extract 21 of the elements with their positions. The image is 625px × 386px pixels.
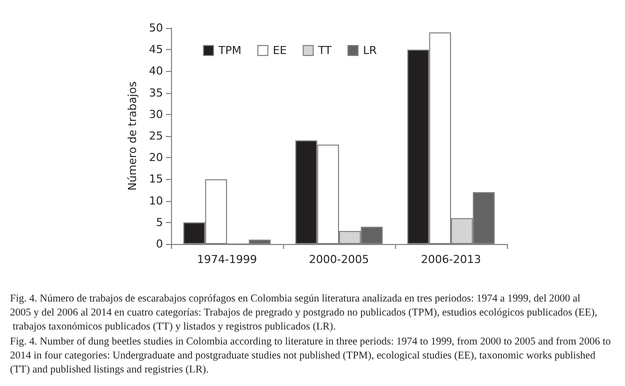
y-tick-label: 10 [149, 194, 163, 208]
y-tick-label: 50 [149, 22, 163, 34]
y-tick-label: 0 [156, 238, 163, 250]
y-tick-label: 45 [149, 43, 163, 56]
y-tick-label: 30 [149, 108, 163, 121]
y-tick-label: 20 [149, 151, 163, 164]
legend-label: TPM [218, 44, 242, 57]
y-tick-label: 40 [149, 64, 163, 78]
x-tick-label: 2000-2005 [309, 253, 369, 266]
y-axis-title: Número de trabajos [126, 81, 140, 191]
caption: Fig. 4. Número de trabajos de escarabajos coprófagos en Colombia según literatura analizada en tres periodos: 1974 a 1999, del 2000 al 2005 y del 2006 al 2014 en cuatro categorías: Trabajos de pregrado y postgrado no publicados (TPM), estudios ecológicos publicados (EE), trabajos taxonómicos publicados (TT) y listados y registros publicados (LR). [10, 294, 598, 332]
x-tick-label: 1974-1999 [197, 253, 257, 266]
legend-label: LR [362, 44, 378, 57]
y-tick-label: 35 [149, 86, 163, 100]
y-tick-label: 5 [156, 216, 163, 229]
legend-label: TT [317, 44, 332, 57]
caption: Fig. 4. Number of dung beetles studies in Colombia according to literature in three periods: 1974 to 1999, from 2000 to 2005 and from 2006 to 2014 in four categories: Undergraduate and postgraduate studies not published (TPM), ecological studies (EE), taxonomic works published (TT) and published listings and registries (LR). [10, 336, 614, 376]
y-tick-label: 15 [149, 172, 163, 186]
y-tick-label: 25 [149, 130, 163, 142]
legend-label: EE [272, 44, 287, 57]
x-tick-label: 2006-2013 [421, 253, 481, 266]
